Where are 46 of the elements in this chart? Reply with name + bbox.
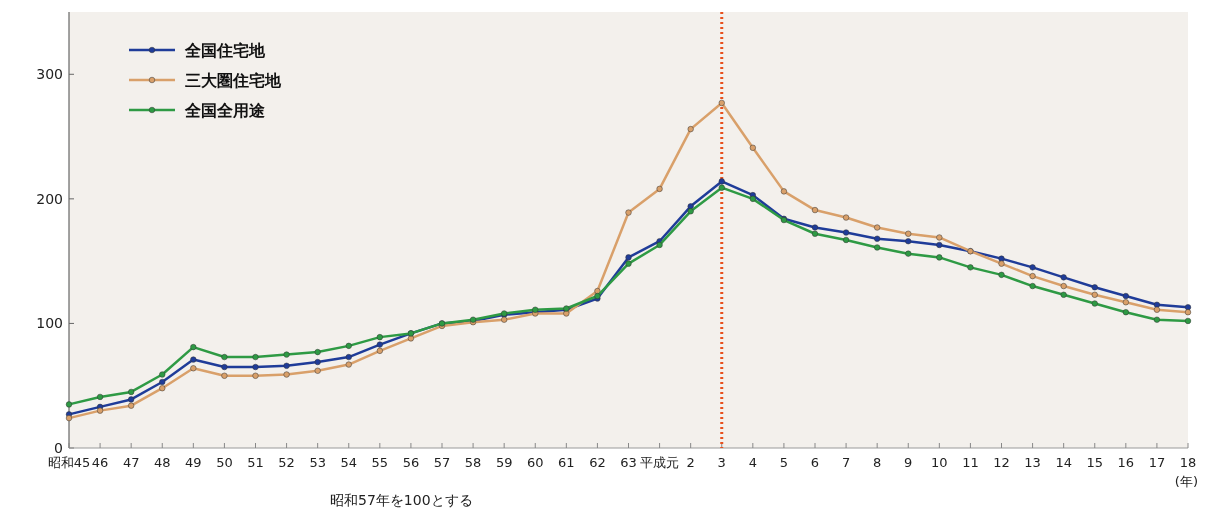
x-tick-label: 5 — [779, 455, 789, 470]
x-tick-label: 16 — [1117, 455, 1135, 470]
x-tick-label: 3 — [717, 455, 726, 470]
x-tick-label: 62 — [589, 455, 606, 470]
x-axis-title: (年) — [1174, 474, 1198, 489]
y-tick-label: 0 — [54, 440, 63, 456]
x-tick-label: 昭和45 — [47, 455, 91, 470]
legend-label: 三大圏住宅地 — [185, 71, 282, 90]
x-tick-label: 50 — [216, 455, 233, 470]
x-tick-label: 15 — [1086, 455, 1104, 470]
x-tick-label: 48 — [153, 455, 171, 470]
x-tick-label: 53 — [309, 455, 326, 470]
x-tick-label: 6 — [810, 455, 820, 470]
x-tick-label: 9 — [904, 455, 913, 470]
x-tick-label: 61 — [558, 455, 575, 470]
x-tick-label: 54 — [340, 455, 358, 470]
x-tick-label: 51 — [247, 455, 264, 470]
x-tick-label: 13 — [1024, 455, 1041, 470]
x-tick-label: 11 — [962, 455, 979, 470]
y-tick-label: 300 — [36, 66, 63, 83]
y-tick-label: 100 — [36, 315, 63, 332]
y-tick-label: 200 — [36, 190, 63, 207]
x-tick-label: 57 — [433, 455, 451, 470]
x-tick-label: 2 — [686, 455, 695, 470]
x-tick-label: 4 — [748, 455, 757, 470]
x-tick-label: 17 — [1148, 455, 1166, 470]
x-tick-label: 18 — [1179, 455, 1197, 470]
x-tick-label: 56 — [402, 455, 420, 470]
x-tick-label: 60 — [526, 455, 544, 470]
x-tick-label: 58 — [464, 455, 482, 470]
legend-label: 全国全用途 — [184, 101, 265, 120]
x-tick-label: 7 — [841, 455, 851, 470]
x-tick-label: 12 — [993, 455, 1010, 470]
x-tick-label: 49 — [185, 455, 202, 470]
x-tick-label: 平成元 — [640, 455, 680, 470]
x-tick-label: 14 — [1055, 455, 1072, 470]
x-tick-label: 55 — [371, 455, 389, 470]
x-tick-label: 63 — [620, 455, 637, 470]
x-tick-label: 8 — [873, 455, 882, 470]
legend-label: 全国住宅地 — [184, 41, 266, 60]
x-tick-label: 46 — [91, 455, 109, 470]
x-tick-label: 52 — [278, 455, 295, 470]
x-tick-label: 10 — [931, 455, 948, 470]
text: 昭和57年を100とする — [330, 492, 473, 508]
x-tick-label: 59 — [495, 455, 513, 470]
x-tick-label: 47 — [122, 455, 140, 470]
